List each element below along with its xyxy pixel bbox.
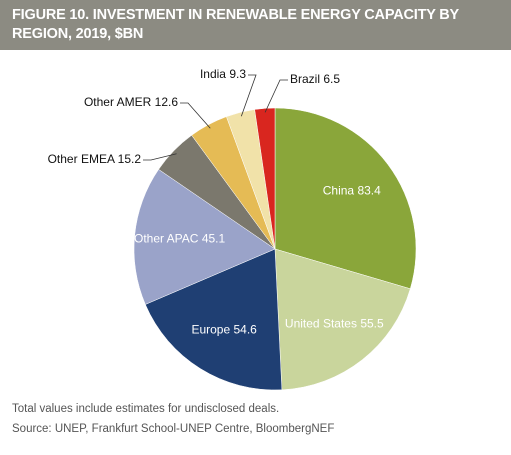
label-value: 45.1 <box>202 232 226 246</box>
label-name: India <box>200 67 226 81</box>
source: Source: UNEP, Frankfurt School-UNEP Cent… <box>12 423 335 435</box>
data-label: Europe 54.6 <box>191 322 257 336</box>
label-value: 54.6 <box>234 322 258 336</box>
data-label: Other AMER 12.6 <box>84 95 178 109</box>
pie-slice <box>145 248 283 391</box>
label-name: Europe <box>191 322 230 336</box>
data-label: India 9.3 <box>200 67 246 81</box>
data-label: China 83.4 <box>323 184 381 198</box>
label-name: United States <box>285 317 357 331</box>
label-value: 15.2 <box>118 152 142 166</box>
data-label: United States 55.5 <box>285 317 384 331</box>
label-name: Other APAC <box>134 232 199 246</box>
data-label: Other EMEA 15.2 <box>48 152 142 166</box>
chart-title: FIGURE 10. INVESTMENT IN RENEWABLE ENERG… <box>0 0 511 50</box>
label-value: 9.3 <box>229 67 246 81</box>
label-value: 83.4 <box>357 184 381 198</box>
label-name: Other AMER <box>84 95 152 109</box>
label-value: 55.5 <box>360 317 384 331</box>
leader-line <box>180 102 211 129</box>
note: Total values include estimates for undis… <box>12 403 280 415</box>
label-value: 6.5 <box>323 72 340 86</box>
label-value: 12.6 <box>155 95 179 109</box>
pie-slice <box>274 107 417 290</box>
pie-slice <box>254 107 276 250</box>
pie-slice <box>133 169 276 305</box>
leader-line <box>264 79 288 113</box>
label-name: Other EMEA <box>48 152 115 166</box>
data-label: Brazil 6.5 <box>290 72 340 86</box>
label-name: China <box>323 184 355 198</box>
pie-slice <box>274 248 411 391</box>
data-label: Other APAC 45.1 <box>134 232 226 246</box>
leader-line <box>143 153 177 161</box>
label-name: Brazil <box>290 72 320 86</box>
leader-line <box>240 74 257 117</box>
